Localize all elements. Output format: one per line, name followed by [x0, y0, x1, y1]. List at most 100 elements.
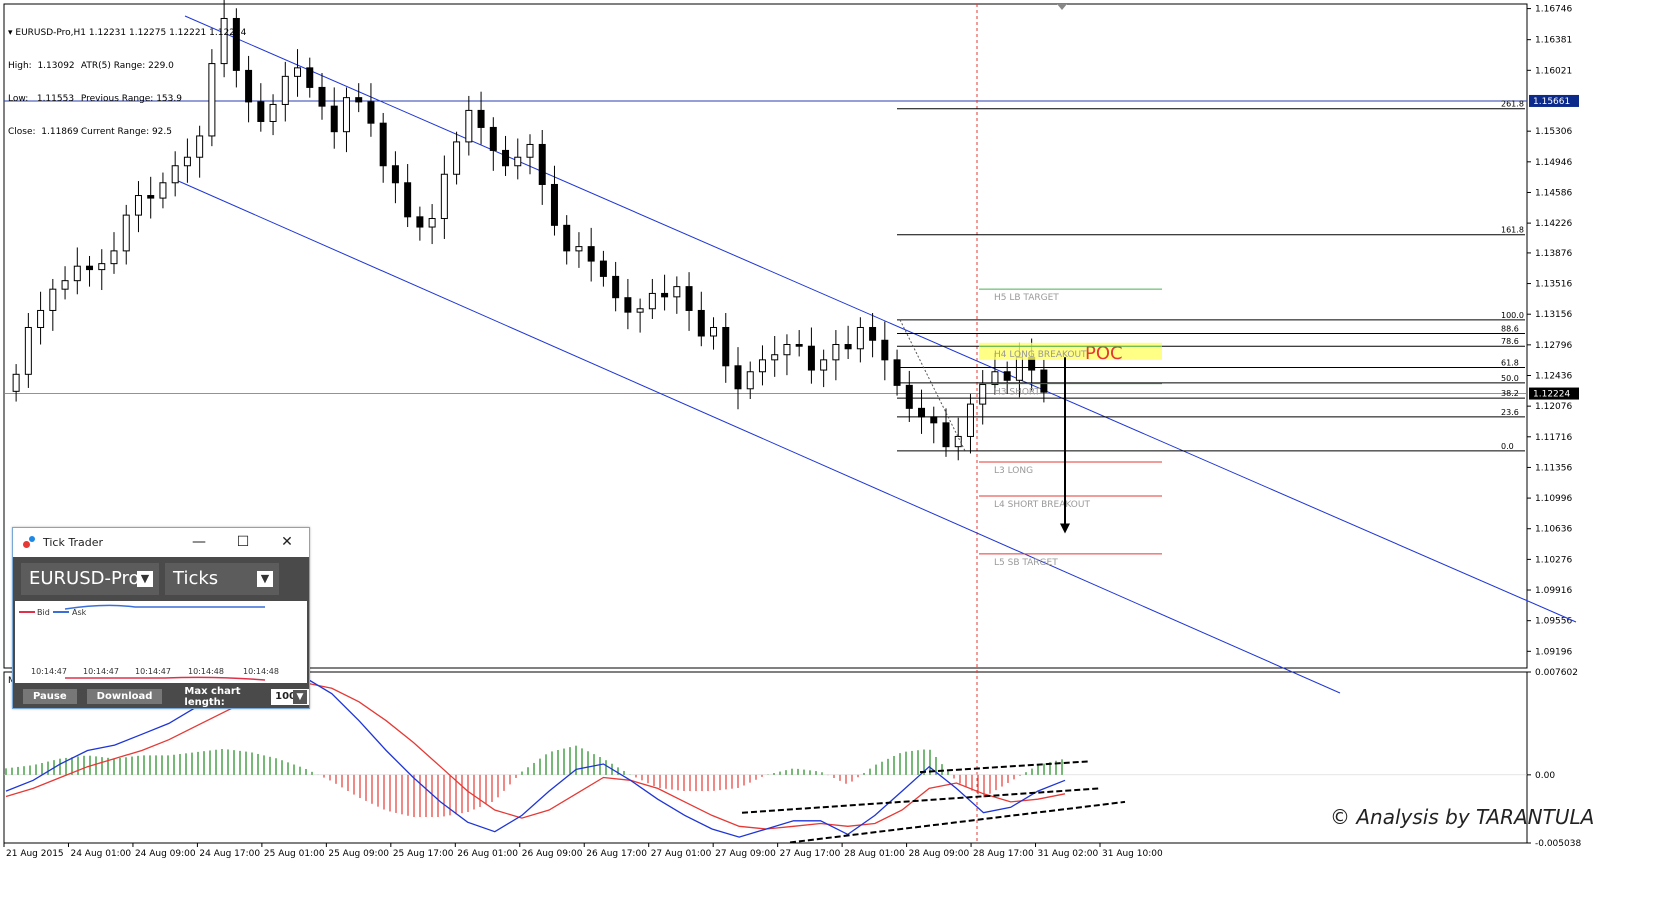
- bearish-candle[interactable]: [404, 182, 412, 218]
- tick-trader-window[interactable]: Tick Trader — ☐ ✕ EURUSD-Pro ▼ Ticks ▼ B…: [12, 527, 310, 709]
- bullish-candle[interactable]: [832, 344, 840, 361]
- bearish-candle[interactable]: [538, 143, 546, 185]
- bullish-candle[interactable]: [183, 156, 191, 167]
- bearish-candle[interactable]: [477, 109, 485, 128]
- bullish-candle[interactable]: [453, 141, 461, 175]
- tick-trader-titlebar[interactable]: Tick Trader — ☐ ✕: [13, 528, 309, 556]
- bullish-candle[interactable]: [991, 371, 999, 386]
- bearish-candle[interactable]: [612, 275, 620, 299]
- bearish-candle[interactable]: [918, 407, 926, 418]
- minimize-icon[interactable]: —: [192, 534, 206, 550]
- bearish-candle[interactable]: [306, 67, 314, 88]
- macd-signal-line[interactable]: [5, 682, 1066, 830]
- bullish-candle[interactable]: [636, 308, 644, 313]
- bearish-candle[interactable]: [587, 246, 595, 262]
- bearish-candle[interactable]: [367, 101, 375, 124]
- bullish-candle[interactable]: [783, 344, 791, 356]
- bullish-candle[interactable]: [269, 103, 277, 122]
- bearish-candle[interactable]: [245, 69, 253, 103]
- bearish-candle[interactable]: [893, 359, 901, 386]
- bullish-candle[interactable]: [575, 246, 583, 252]
- bullish-candle[interactable]: [342, 97, 350, 133]
- channel-upper-line[interactable]: [184, 15, 1577, 623]
- bullish-candle[interactable]: [134, 195, 142, 216]
- bearish-candle[interactable]: [795, 344, 803, 347]
- bullish-candle[interactable]: [966, 403, 974, 437]
- bearish-candle[interactable]: [734, 365, 742, 390]
- bullish-candle[interactable]: [24, 326, 32, 375]
- bullish-candle[interactable]: [526, 143, 534, 158]
- bearish-candle[interactable]: [661, 292, 669, 298]
- chevron-down-icon[interactable]: ▼: [257, 571, 273, 587]
- bearish-candle[interactable]: [844, 344, 852, 350]
- bullish-candle[interactable]: [159, 182, 167, 199]
- bullish-candle[interactable]: [98, 263, 106, 271]
- macd-top-trend-line[interactable]: [919, 760, 1091, 774]
- macd-lower-trend-line[interactable]: [789, 800, 1126, 844]
- bullish-candle[interactable]: [820, 359, 828, 371]
- bullish-candle[interactable]: [122, 214, 130, 252]
- close-icon[interactable]: ✕: [281, 534, 293, 550]
- bullish-candle[interactable]: [196, 135, 204, 158]
- bullish-candle[interactable]: [281, 75, 289, 105]
- bullish-candle[interactable]: [220, 17, 228, 65]
- bullish-candle[interactable]: [856, 326, 864, 350]
- bullish-candle[interactable]: [954, 435, 962, 448]
- bearish-candle[interactable]: [905, 384, 913, 409]
- bullish-candle[interactable]: [758, 359, 766, 373]
- bullish-candle[interactable]: [428, 218, 436, 228]
- download-button[interactable]: Download: [86, 689, 163, 704]
- bullish-candle[interactable]: [61, 280, 69, 290]
- bullish-candle[interactable]: [648, 292, 656, 310]
- bearish-candle[interactable]: [599, 260, 607, 277]
- bearish-candle[interactable]: [685, 286, 693, 311]
- bearish-candle[interactable]: [379, 122, 387, 167]
- bullish-candle[interactable]: [37, 309, 45, 328]
- bearish-candle[interactable]: [86, 265, 94, 271]
- bearish-candle[interactable]: [624, 297, 632, 313]
- bullish-candle[interactable]: [710, 326, 718, 337]
- bullish-candle[interactable]: [673, 286, 681, 298]
- bearish-candle[interactable]: [1040, 369, 1048, 393]
- bullish-candle[interactable]: [12, 373, 20, 392]
- bullish-candle[interactable]: [465, 109, 473, 143]
- bearish-candle[interactable]: [942, 422, 950, 448]
- max-chart-length-select[interactable]: 100 ▼: [271, 688, 309, 705]
- bearish-candle[interactable]: [869, 326, 877, 341]
- bearish-candle[interactable]: [489, 126, 497, 151]
- dropdown-triangle-icon[interactable]: ▾: [8, 28, 16, 38]
- bearish-candle[interactable]: [391, 165, 399, 184]
- bearish-candle[interactable]: [697, 309, 705, 337]
- bullish-candle[interactable]: [1015, 356, 1023, 381]
- chevron-down-icon[interactable]: ▼: [137, 571, 153, 587]
- shift-marker-icon[interactable]: [1057, 4, 1067, 10]
- bearish-candle[interactable]: [722, 326, 730, 367]
- bearish-candle[interactable]: [930, 416, 938, 424]
- bearish-candle[interactable]: [550, 183, 558, 226]
- bullish-candle[interactable]: [73, 265, 81, 282]
- bearish-candle[interactable]: [232, 17, 240, 71]
- bearish-candle[interactable]: [563, 224, 571, 252]
- bullish-candle[interactable]: [979, 384, 987, 405]
- chevron-down-icon[interactable]: ▼: [293, 689, 307, 704]
- bearish-candle[interactable]: [330, 105, 338, 133]
- bearish-candle[interactable]: [1003, 371, 1011, 381]
- bearish-candle[interactable]: [881, 339, 889, 361]
- maximize-icon[interactable]: ☐: [236, 534, 250, 550]
- bullish-candle[interactable]: [294, 67, 302, 77]
- bullish-candle[interactable]: [110, 250, 118, 265]
- bullish-candle[interactable]: [49, 288, 57, 311]
- bearish-candle[interactable]: [257, 101, 265, 122]
- bullish-candle[interactable]: [514, 156, 522, 167]
- channel-lower-line[interactable]: [175, 179, 1341, 694]
- bullish-candle[interactable]: [208, 63, 216, 137]
- mode-select[interactable]: Ticks ▼: [165, 563, 279, 595]
- bearish-candle[interactable]: [355, 97, 363, 103]
- bearish-candle[interactable]: [147, 195, 155, 199]
- symbol-select[interactable]: EURUSD-Pro ▼: [21, 563, 159, 595]
- bullish-candle[interactable]: [171, 165, 179, 184]
- bearish-candle[interactable]: [502, 149, 510, 167]
- pause-button[interactable]: Pause: [23, 689, 77, 704]
